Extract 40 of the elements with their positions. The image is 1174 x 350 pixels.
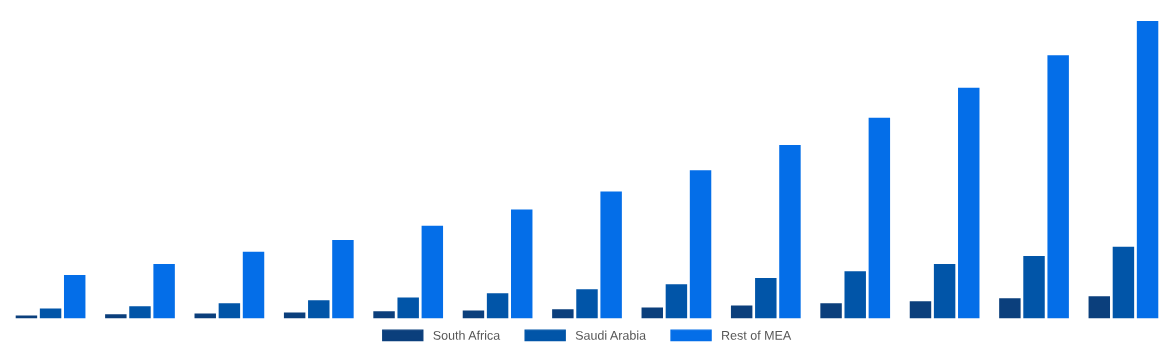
bar (462, 310, 485, 319)
bar (958, 87, 980, 319)
bar (332, 239, 354, 319)
bar (1023, 256, 1045, 319)
bar (1088, 296, 1111, 319)
bar (1047, 55, 1069, 319)
bar (194, 313, 216, 319)
bar (779, 145, 801, 319)
bar (665, 284, 688, 319)
bar (153, 264, 175, 319)
bar (576, 289, 598, 319)
bar (820, 303, 842, 319)
legend-label: Rest of MEA (722, 330, 792, 340)
bar (552, 309, 574, 319)
bar (105, 314, 127, 319)
bar (242, 251, 265, 319)
legend-label: South Africa (433, 330, 501, 340)
bar (868, 117, 891, 319)
bar (63, 275, 86, 319)
bar (39, 308, 62, 319)
bar (373, 311, 395, 319)
bar (641, 307, 663, 319)
bar (511, 209, 533, 319)
bar (933, 264, 956, 319)
bar (600, 191, 622, 319)
bar (909, 301, 932, 319)
bar (129, 306, 151, 319)
bar (844, 271, 866, 319)
bar (689, 170, 712, 319)
bar (397, 297, 419, 319)
bar (1136, 21, 1159, 319)
bar (1112, 246, 1135, 319)
bar (218, 303, 241, 319)
bar (486, 293, 509, 319)
bar (755, 278, 777, 319)
bar (730, 305, 753, 319)
legend-label: Saudi Arabia (575, 330, 647, 340)
bar (421, 225, 444, 319)
bar (308, 300, 330, 319)
bar (999, 298, 1021, 319)
